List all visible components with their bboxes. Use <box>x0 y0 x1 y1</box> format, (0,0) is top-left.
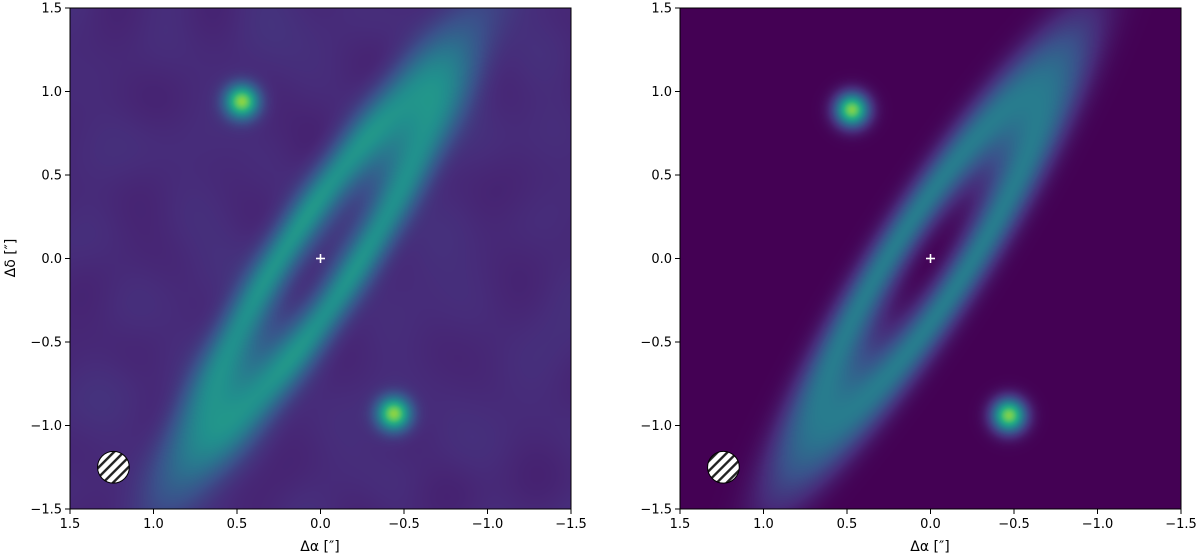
y-tick-label: −0.5 <box>640 336 672 351</box>
left-x-ticks: 1.5 1.0 0.5 0.0 −0.5 −1.0 −1.5 <box>60 509 587 532</box>
right-y-ticks: −1.5 −1.0 −0.5 0.0 0.5 1.0 1.5 <box>640 2 680 518</box>
left-overlay <box>97 254 325 484</box>
y-tick-label: 0.5 <box>41 169 62 184</box>
beam-ellipse-icon <box>707 450 740 484</box>
right-overlay <box>707 254 935 484</box>
y-tick-label: 1.0 <box>651 85 672 100</box>
x-tick-label: 1.5 <box>670 517 691 532</box>
y-tick-label: 0.0 <box>41 252 62 267</box>
x-tick-label: 1.5 <box>60 517 81 532</box>
x-tick-label: −1.0 <box>472 517 504 532</box>
x-tick-label: 0.0 <box>310 517 331 532</box>
x-tick-label: 1.0 <box>753 517 774 532</box>
x-tick-label: −1.0 <box>1082 517 1114 532</box>
y-tick-label: 1.5 <box>41 2 62 17</box>
y-tick-label: 0.0 <box>651 252 672 267</box>
right-x-axis-label: Δα [″] <box>910 539 949 555</box>
center-marker-icon <box>926 254 935 263</box>
x-tick-label: −0.5 <box>388 517 420 532</box>
left-y-axis-label: Δδ [″] <box>3 239 19 278</box>
y-tick-label: −1.0 <box>640 419 672 434</box>
right-panel: 1.5 1.0 0.5 0.0 −0.5 −1.0 −1.5 −1.5 −1.0 −0.5 0.0… <box>640 2 1196 556</box>
left-x-axis-label: Δα [″] <box>300 539 339 555</box>
y-tick-label: 1.5 <box>651 2 672 17</box>
x-tick-label: 1.0 <box>143 517 164 532</box>
right-x-ticks: 1.5 1.0 0.5 0.0 −0.5 −1.0 −1.5 <box>670 509 1197 532</box>
beam-ellipse-icon <box>97 450 130 484</box>
left-y-ticks: −1.5 −1.0 −0.5 0.0 0.5 1.0 1.5 <box>30 2 70 518</box>
x-tick-label: −1.5 <box>1165 517 1197 532</box>
y-tick-label: −1.0 <box>30 419 62 434</box>
y-tick-label: 0.5 <box>651 169 672 184</box>
x-tick-label: 0.5 <box>227 517 248 532</box>
y-tick-label: −1.5 <box>640 503 672 518</box>
y-tick-label: −0.5 <box>30 336 62 351</box>
y-tick-label: 1.0 <box>41 85 62 100</box>
left-panel: 1.5 1.0 0.5 0.0 −0.5 −1.0 −1.5 −1.5 −1.0 −0.5 0.0… <box>3 2 587 556</box>
x-tick-label: 0.5 <box>837 517 858 532</box>
center-marker-icon <box>316 254 325 263</box>
x-tick-label: −1.5 <box>555 517 587 532</box>
x-tick-label: −0.5 <box>998 517 1030 532</box>
x-tick-label: 0.0 <box>920 517 941 532</box>
y-tick-label: −1.5 <box>30 503 62 518</box>
